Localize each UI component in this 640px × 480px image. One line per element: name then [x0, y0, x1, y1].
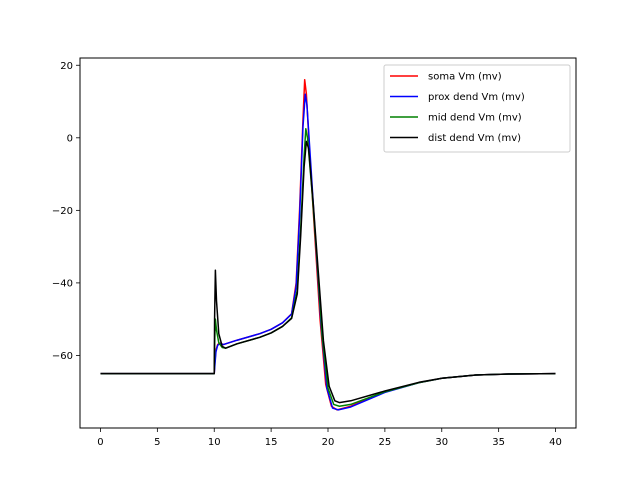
x-tick-label: 40 — [549, 437, 562, 448]
x-tick-label: 10 — [208, 437, 221, 448]
y-tick-label: 0 — [67, 133, 73, 144]
y-tick-label: 20 — [60, 61, 73, 72]
legend-label-2: mid dend Vm (mv) — [428, 113, 522, 124]
x-tick-label: 0 — [97, 437, 103, 448]
y-tick-label: −40 — [52, 278, 73, 289]
x-axis: 0 5 10 15 20 25 30 35 40 — [97, 428, 562, 448]
legend-label-3: dist dend Vm (mv) — [428, 133, 521, 144]
legend-label-0: soma Vm (mv) — [428, 72, 502, 83]
y-tick-label: −60 — [52, 351, 73, 362]
x-tick-label: 35 — [492, 437, 505, 448]
x-tick-label: 5 — [154, 437, 160, 448]
y-tick-label: −20 — [52, 206, 73, 217]
x-tick-label: 25 — [379, 437, 392, 448]
legend: soma Vm (mv) prox dend Vm (mv) mid dend Vm… — [383, 64, 571, 153]
legend-label-1: prox dend Vm (mv) — [428, 92, 525, 103]
x-tick-label: 15 — [265, 437, 278, 448]
y-axis: 20 0 −20 −40 −60 — [52, 61, 80, 362]
series-line-3 — [100, 140, 556, 404]
x-tick-label: 30 — [435, 437, 448, 448]
x-tick-label: 20 — [322, 437, 335, 448]
series-layer — [100, 79, 556, 411]
legend-box — [383, 64, 571, 153]
